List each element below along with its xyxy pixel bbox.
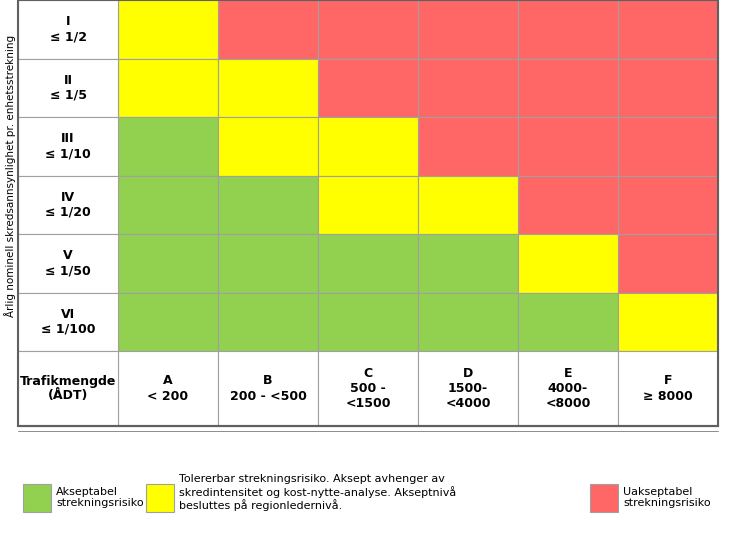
Bar bbox=[18, 0, 718, 426]
Bar bbox=[118, 234, 218, 292]
Bar bbox=[118, 292, 218, 351]
Text: D
1500-
<4000: D 1500- <4000 bbox=[445, 367, 490, 410]
Bar bbox=[618, 117, 718, 176]
Bar bbox=[146, 484, 174, 512]
Bar bbox=[118, 58, 218, 117]
Bar bbox=[518, 234, 618, 292]
Bar bbox=[118, 351, 218, 426]
Bar bbox=[590, 484, 618, 512]
Bar bbox=[618, 292, 718, 351]
Text: Akseptabel
strekningsrisiko: Akseptabel strekningsrisiko bbox=[56, 486, 143, 508]
Text: VI
≤ 1/100: VI ≤ 1/100 bbox=[41, 308, 95, 336]
Bar bbox=[218, 58, 318, 117]
Text: E
4000-
<8000: E 4000- <8000 bbox=[545, 367, 591, 410]
Bar bbox=[18, 0, 118, 58]
Text: V
≤ 1/50: V ≤ 1/50 bbox=[45, 249, 91, 277]
Bar bbox=[18, 292, 118, 351]
Bar bbox=[318, 351, 418, 426]
Bar bbox=[518, 58, 618, 117]
Bar bbox=[618, 351, 718, 426]
Bar bbox=[118, 176, 218, 234]
Bar bbox=[518, 0, 618, 58]
Text: Trafikmengde
(ÅDT): Trafikmengde (ÅDT) bbox=[20, 375, 116, 403]
Text: Årlig nominell skredsannsynlighet pr. enhetsstrekning: Årlig nominell skredsannsynlighet pr. en… bbox=[4, 34, 16, 316]
Bar bbox=[418, 234, 518, 292]
Bar bbox=[218, 176, 318, 234]
Bar bbox=[318, 176, 418, 234]
Bar bbox=[618, 176, 718, 234]
Bar bbox=[518, 176, 618, 234]
Bar bbox=[18, 234, 118, 292]
Bar bbox=[418, 0, 518, 58]
Bar bbox=[318, 117, 418, 176]
Bar bbox=[18, 351, 118, 426]
Bar bbox=[23, 484, 51, 512]
Bar bbox=[218, 292, 318, 351]
Bar bbox=[18, 117, 118, 176]
Bar bbox=[618, 0, 718, 58]
Bar bbox=[518, 117, 618, 176]
Text: Uakseptabel
strekningsrisiko: Uakseptabel strekningsrisiko bbox=[623, 486, 711, 508]
Bar bbox=[318, 234, 418, 292]
Bar bbox=[418, 58, 518, 117]
Bar bbox=[418, 351, 518, 426]
Bar bbox=[418, 117, 518, 176]
Bar bbox=[218, 351, 318, 426]
Bar bbox=[18, 176, 118, 234]
Bar bbox=[218, 0, 318, 58]
Text: F
≥ 8000: F ≥ 8000 bbox=[643, 375, 693, 403]
Text: B
200 - <500: B 200 - <500 bbox=[230, 375, 307, 403]
Text: I
≤ 1/2: I ≤ 1/2 bbox=[50, 15, 86, 43]
Bar bbox=[518, 351, 618, 426]
Bar bbox=[218, 234, 318, 292]
Text: III
≤ 1/10: III ≤ 1/10 bbox=[45, 132, 91, 160]
Bar bbox=[118, 117, 218, 176]
Bar bbox=[18, 58, 118, 117]
Bar bbox=[218, 117, 318, 176]
Bar bbox=[518, 292, 618, 351]
Bar bbox=[418, 176, 518, 234]
Text: IV
≤ 1/20: IV ≤ 1/20 bbox=[45, 191, 91, 219]
Text: II
≤ 1/5: II ≤ 1/5 bbox=[50, 74, 86, 102]
Bar bbox=[418, 292, 518, 351]
Bar bbox=[318, 0, 418, 58]
Bar bbox=[618, 58, 718, 117]
Bar bbox=[318, 292, 418, 351]
Text: Tolererbar strekningsrisiko. Aksept avhenger av
skredintensitet og kost-nytte-an: Tolererbar strekningsrisiko. Aksept avhe… bbox=[179, 474, 456, 512]
Text: A
< 200: A < 200 bbox=[147, 375, 189, 403]
Bar bbox=[118, 0, 218, 58]
Text: C
500 -
<1500: C 500 - <1500 bbox=[346, 367, 391, 410]
Bar bbox=[618, 234, 718, 292]
Bar bbox=[318, 58, 418, 117]
